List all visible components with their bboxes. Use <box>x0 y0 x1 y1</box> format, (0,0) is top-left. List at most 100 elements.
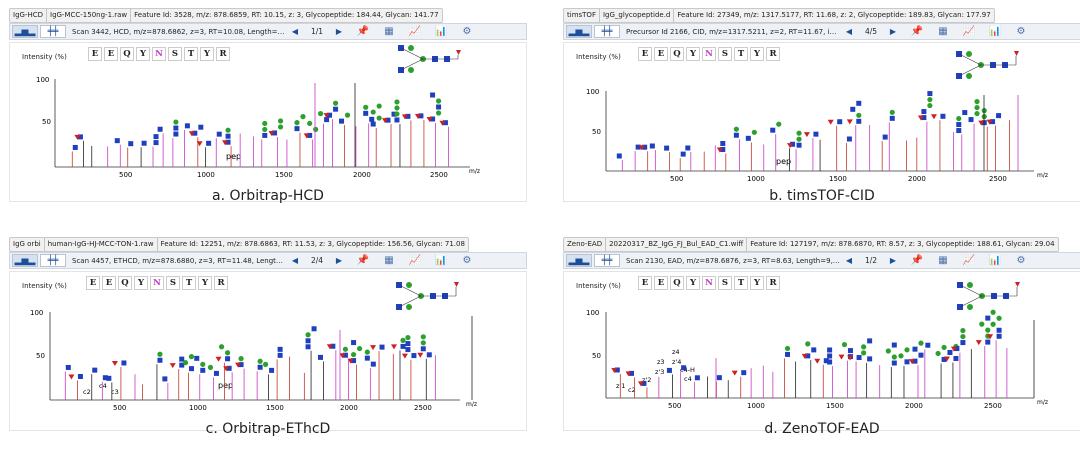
residue-R: R <box>766 47 780 61</box>
chart-icon[interactable]: 📈 <box>408 25 422 37</box>
pin-icon[interactable]: 📌 <box>910 254 924 266</box>
file-tab[interactable]: IgG-MCC-150ng-1.raw <box>47 9 132 22</box>
glycan-symbol <box>990 309 996 315</box>
y-axis-label: Intensity (%) <box>22 53 67 61</box>
pin-icon[interactable]: 📌 <box>356 25 370 37</box>
mirror-view-icon[interactable]: ╪╪ <box>594 25 620 38</box>
glycan-structure-icon <box>956 51 1019 79</box>
glycan-symbol <box>979 321 985 327</box>
settings-icon[interactable]: ⚙ <box>462 25 472 37</box>
glycan-symbol <box>796 136 802 142</box>
chart-icon[interactable]: 📈 <box>962 25 976 37</box>
glycan-symbol <box>611 367 618 373</box>
pin-icon[interactable]: 📌 <box>356 254 370 266</box>
prev-scan-icon[interactable]: ◀ <box>291 256 299 265</box>
settings-icon[interactable]: ⚙ <box>462 254 472 266</box>
glycan-symbol <box>787 143 794 149</box>
settings-icon[interactable]: ⚙ <box>1016 25 1026 37</box>
glycan-symbol <box>927 96 933 103</box>
next-scan-icon[interactable]: ▶ <box>335 27 343 36</box>
prev-scan-icon[interactable]: ◀ <box>845 256 853 265</box>
mirror-view-icon[interactable]: ╪╪ <box>40 254 66 267</box>
dataset-tab[interactable]: IgG-HCD <box>10 9 47 22</box>
glycan-symbol <box>225 139 231 145</box>
glycan-symbol <box>294 126 300 132</box>
glycan-symbol <box>985 315 991 321</box>
spectrum-view-icon[interactable]: ▂▅▂ <box>12 25 38 38</box>
glycan-symbol <box>223 366 230 372</box>
glycan-symbol <box>941 344 947 351</box>
bar-chart-icon[interactable]: 📊 <box>434 25 448 37</box>
bar-chart-icon[interactable]: 📊 <box>434 254 448 266</box>
glycan-symbol <box>956 122 962 128</box>
glycan-symbol <box>198 124 204 130</box>
glycan-symbol <box>956 115 962 122</box>
glycan-symbol <box>846 119 853 125</box>
glycan-symbol <box>379 344 385 350</box>
file-tab[interactable]: 20220317_BZ_IgG_FJ_Bul_EAD_C1.wiff <box>606 238 748 251</box>
spectrum-view-icon[interactable]: ▂▅▂ <box>566 25 592 38</box>
settings-icon[interactable]: ⚙ <box>1016 254 1026 266</box>
next-scan-icon[interactable]: ▶ <box>335 256 343 265</box>
table-icon[interactable]: ▦ <box>384 25 394 37</box>
glycan-symbol <box>363 104 369 110</box>
ion-label-z4-prime: z'4 <box>672 358 681 366</box>
residue-E2: E <box>654 276 668 290</box>
dataset-tab[interactable]: IgG orbi <box>10 238 45 251</box>
glycan-symbol <box>823 358 829 364</box>
pin-icon[interactable]: 📌 <box>910 25 924 37</box>
spectrum-view-icon[interactable]: ▂▅▂ <box>12 254 38 267</box>
glycan-structure-icon <box>396 282 459 310</box>
glycan-symbol <box>363 110 369 116</box>
glycan-symbol <box>370 345 377 351</box>
dataset-tab[interactable]: timsTOF <box>564 9 600 22</box>
file-tab[interactable]: human-IgG-HJ-MCC-TON-1.raw <box>45 238 158 251</box>
chart-icon[interactable]: 📈 <box>408 254 422 266</box>
glycan-symbol <box>225 127 231 133</box>
file-tab[interactable]: IgG_glycopeptide.d <box>600 9 675 22</box>
table-icon[interactable]: ▦ <box>938 254 948 266</box>
peptide-sequence: E E Q Y N S T Y R <box>86 276 230 290</box>
glycan-symbol <box>996 315 1002 321</box>
bar-chart-icon[interactable]: 📊 <box>988 25 1002 37</box>
x-axis-unit: m/z <box>1037 399 1048 406</box>
feature-info: Feature Id: 27349, m/z: 1317.5177, RT: 1… <box>677 11 991 19</box>
next-scan-icon[interactable]: ▶ <box>889 256 897 265</box>
panel-tab-bar: timsTOF IgG_glycopeptide.d Feature Id: 2… <box>563 8 995 23</box>
prev-scan-icon[interactable]: ◀ <box>291 27 299 36</box>
spectrum-svg: 100 50 500 1000 1500 2000 2500 m/z pep <box>36 45 480 179</box>
spectrum-panel-a: IgG-HCD IgG-MCC-150ng-1.raw Feature Id: … <box>9 8 527 204</box>
mirror-view-icon[interactable]: ╪╪ <box>40 25 66 38</box>
x-tick-500: 500 <box>119 171 132 179</box>
glycan-symbol <box>327 112 333 118</box>
glycan-symbol <box>305 338 311 344</box>
residue-Y1: Y <box>136 47 150 61</box>
chart-icon[interactable]: 📈 <box>962 254 976 266</box>
table-icon[interactable]: ▦ <box>384 254 394 266</box>
glycan-symbol <box>974 98 980 105</box>
glycan-symbol <box>224 350 231 356</box>
bar-chart-icon[interactable]: 📊 <box>988 254 1002 266</box>
glycan-symbol <box>370 361 376 367</box>
spectrum-toolbar: ▂▅▂ ╪╪ Scan 4457, ETHCD, m/z=878.6880, z… <box>9 252 527 269</box>
table-icon[interactable]: ▦ <box>938 25 948 37</box>
glycan-symbol <box>188 366 194 372</box>
glycan-symbol <box>225 356 231 362</box>
glycan-symbol <box>426 352 432 358</box>
glycan-symbol <box>277 124 284 130</box>
next-scan-icon[interactable]: ▶ <box>889 27 897 36</box>
glycan-symbol <box>978 120 985 126</box>
glycan-symbol <box>305 344 311 350</box>
glycan-symbol <box>904 347 910 353</box>
glycan-symbol <box>333 106 339 112</box>
prev-scan-icon[interactable]: ◀ <box>845 27 853 36</box>
glycan-symbol <box>435 110 442 116</box>
dataset-tab[interactable]: Zeno-EAD <box>564 238 607 251</box>
glycan-symbol <box>277 352 283 358</box>
spectrum-view-icon[interactable]: ▂▅▂ <box>566 254 592 267</box>
glycan-symbol <box>720 146 726 152</box>
residue-Q: Q <box>670 47 684 61</box>
mirror-view-icon[interactable]: ╪╪ <box>594 254 620 267</box>
glycan-symbol <box>385 117 391 123</box>
panel-tab-bar: IgG orbi human-IgG-HJ-MCC-TON-1.raw Feat… <box>9 237 469 252</box>
